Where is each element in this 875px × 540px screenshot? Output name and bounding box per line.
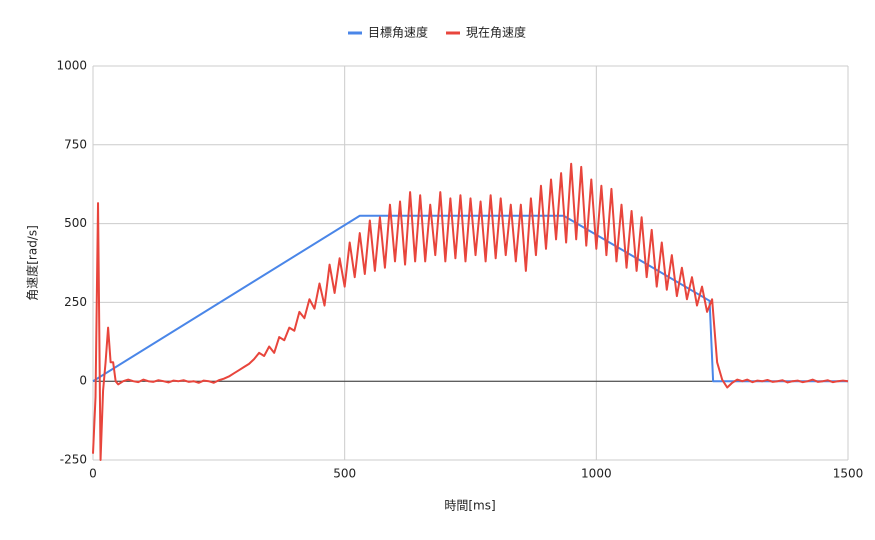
y-tick-label: 500 [64,216,87,230]
legend-label: 目標角速度 [368,25,428,40]
y-tick-label: -250 [60,453,87,467]
y-tick-label: 750 [64,137,87,151]
legend-label: 現在角速度 [466,25,526,40]
y-tick-label: 0 [79,374,87,388]
x-tick-label: 0 [89,467,97,481]
x-axis-title: 時間[ms] [444,499,495,513]
x-tick-label: 500 [333,467,356,481]
y-tick-label: 1000 [56,59,87,73]
y-tick-label: 250 [64,295,87,309]
data-line [92,162,849,461]
x-tick-label: 1500 [833,467,864,481]
x-tick-label: 1000 [581,467,612,481]
y-axis-title: 角速度[rad/s] [25,225,40,301]
